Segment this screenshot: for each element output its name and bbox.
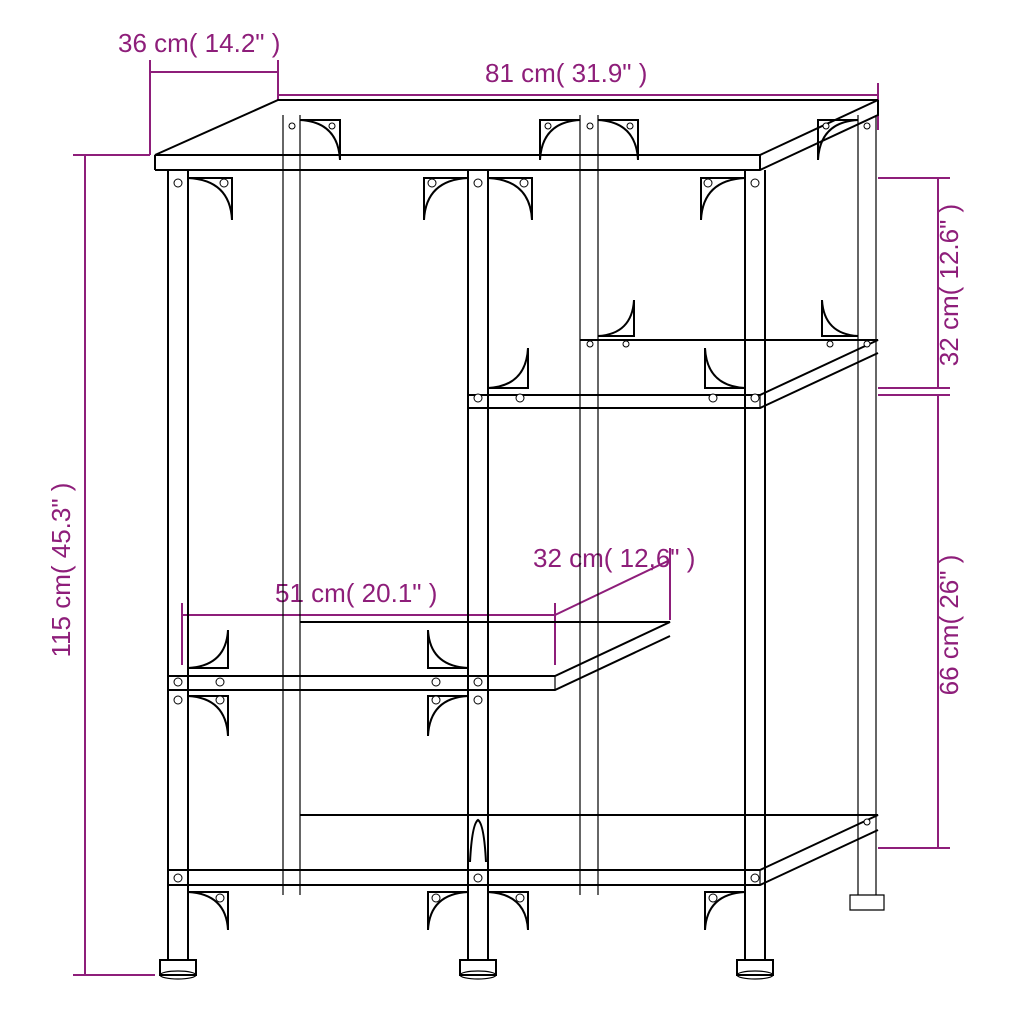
dim-mid-depth-label: 32 cm( 12,6" ) — [533, 543, 695, 573]
dim-mid-width-label: 51 cm( 20.1" ) — [275, 578, 437, 608]
dim-height: 115 cm( 45.3" ) — [46, 155, 155, 975]
dim-lower-gap-label: 66 cm( 26" ) — [934, 555, 964, 696]
dim-height-label: 115 cm( 45.3" ) — [46, 483, 76, 658]
product-outline — [155, 100, 884, 979]
dim-upper-gap: 32 cm( 12.6" ) — [878, 178, 964, 388]
dimension-diagram: 36 cm( 14.2" ) 81 cm( 31.9" ) 115 cm( 45… — [0, 0, 1024, 1024]
brackets-top-front — [188, 178, 745, 220]
dim-mid-depth: 32 cm( 12,6" ) — [533, 543, 695, 620]
brackets-bottom — [188, 820, 745, 930]
dim-width-label: 81 cm( 31.9" ) — [485, 58, 647, 88]
dim-depth-label: 36 cm( 14.2" ) — [118, 28, 280, 58]
brackets-mid-shelf — [188, 630, 468, 736]
dim-lower-gap: 66 cm( 26" ) — [878, 395, 964, 848]
dim-upper-gap-label: 32 cm( 12.6" ) — [934, 204, 964, 366]
